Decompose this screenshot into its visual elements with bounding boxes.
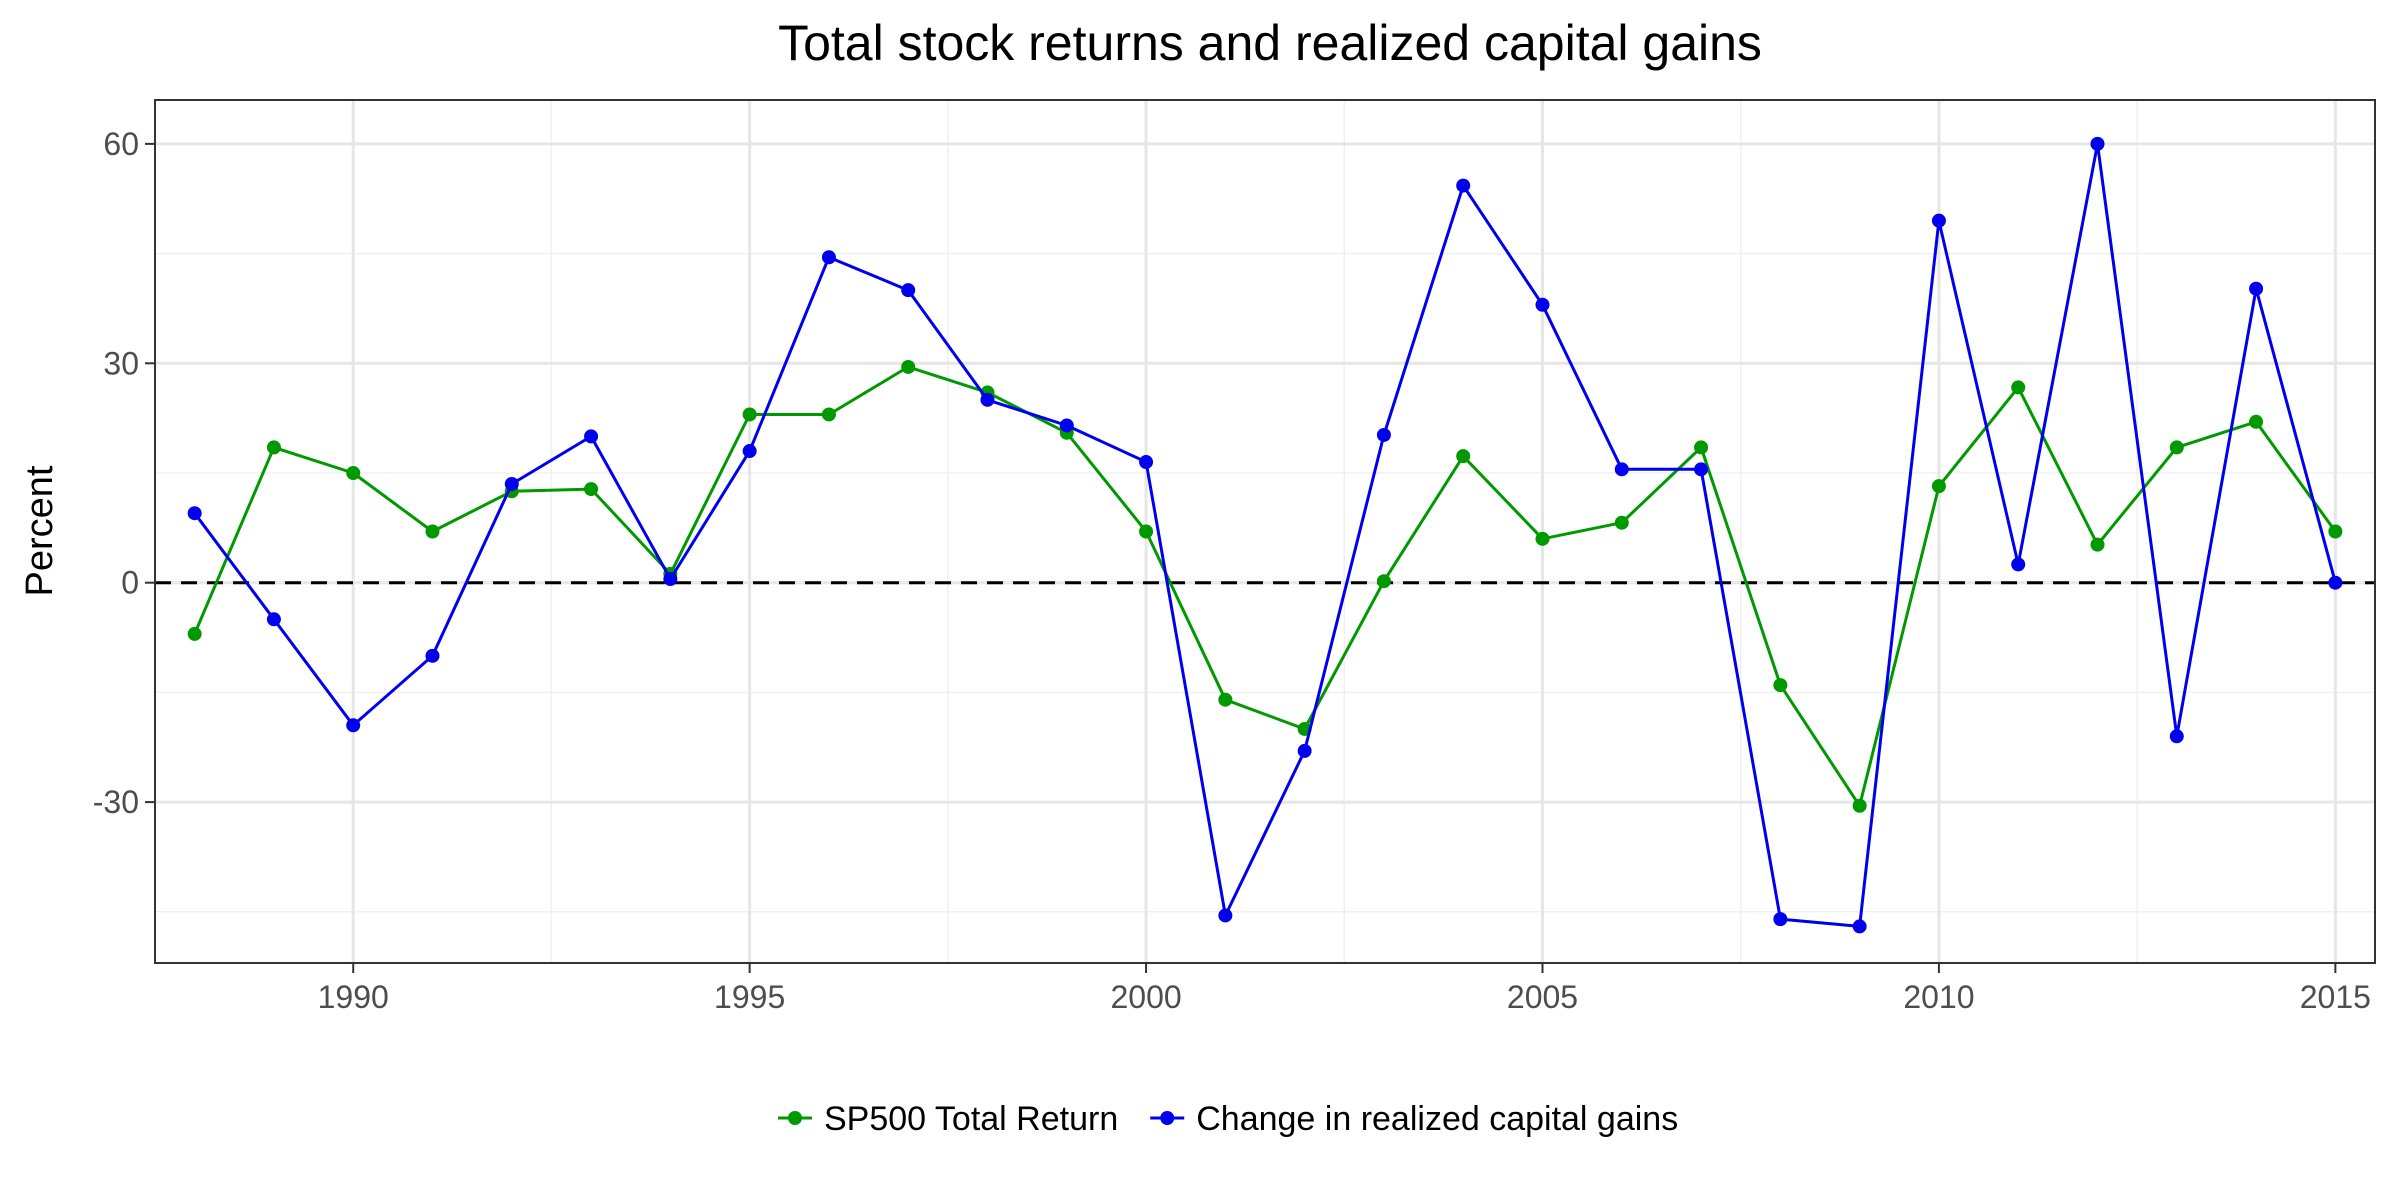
series-layer (187, 136, 2343, 934)
data-point (1218, 692, 1233, 707)
data-point (266, 612, 281, 627)
x-tick-label: 1995 (714, 979, 785, 1015)
x-tick-label: 2005 (1507, 979, 1578, 1015)
data-point (742, 407, 757, 422)
data-point (1059, 418, 1074, 433)
data-point (1535, 297, 1550, 312)
legend-label: Change in realized capital gains (1196, 1100, 1678, 1138)
y-tick-label: -30 (93, 784, 139, 820)
data-point (425, 648, 440, 663)
x-tick-label: 2000 (1110, 979, 1181, 1015)
legend-key-point (788, 1111, 802, 1125)
data-point (346, 718, 361, 733)
data-point (266, 440, 281, 455)
y-tick-label: 0 (121, 565, 139, 601)
data-point (2249, 414, 2264, 429)
series-line (193, 142, 2337, 928)
data-point (2169, 729, 2184, 744)
data-point (1456, 449, 1471, 464)
data-point (663, 572, 678, 587)
data-point (1376, 574, 1391, 589)
data-point (1614, 462, 1629, 477)
y-axis-label: Percent (19, 465, 61, 596)
data-point (1139, 524, 1154, 539)
data-point (1376, 427, 1391, 442)
data-point (346, 465, 361, 480)
data-point (2090, 537, 2105, 552)
chart-title: Total stock returns and realized capital… (778, 15, 1762, 71)
series-line (193, 365, 2337, 808)
data-point (2090, 136, 2105, 151)
legend-key-point (1160, 1111, 1175, 1125)
data-point (2328, 524, 2343, 539)
y-axis: -30 0 30 60 (93, 126, 155, 820)
data-point (1139, 455, 1154, 470)
plot-border (154, 99, 2376, 964)
data-point (584, 482, 599, 497)
data-point (1456, 178, 1471, 193)
data-point (1773, 912, 1788, 927)
data-point (1852, 798, 1867, 813)
data-point (584, 429, 599, 444)
data-point (2249, 281, 2264, 296)
data-point (1931, 213, 1946, 228)
y-tick-label: 60 (103, 126, 139, 162)
data-point (1931, 479, 1946, 494)
data-point (1694, 440, 1709, 455)
data-point (1852, 919, 1867, 934)
data-point (1297, 743, 1312, 758)
data-point (1694, 462, 1709, 477)
plot-panel (155, 100, 2375, 963)
data-point (425, 524, 440, 539)
x-tick-label: 2010 (1903, 979, 1974, 1015)
data-point (187, 626, 202, 641)
data-point (2169, 440, 2184, 455)
data-point (2328, 575, 2343, 590)
x-tick-label: 1990 (318, 979, 389, 1015)
series-1 (187, 359, 2343, 813)
data-point (821, 250, 836, 265)
data-point (742, 444, 757, 459)
data-point (2011, 380, 2026, 395)
data-point (1773, 678, 1788, 693)
x-tick-label: 2015 (2300, 979, 2371, 1015)
legend-item-1: SP500 Total Return (778, 1100, 1118, 1138)
data-point (980, 392, 995, 407)
data-point (1614, 515, 1629, 530)
legend-label: SP500 Total Return (824, 1100, 1118, 1138)
data-point (504, 476, 519, 491)
x-axis: 1990 1995 2000 2005 2010 2015 (318, 963, 2371, 1015)
legend-item-2: Change in realized capital gains (1150, 1100, 1678, 1138)
data-point (901, 359, 916, 374)
y-tick-label: 30 (103, 345, 139, 381)
data-point (2011, 557, 2026, 572)
legend: SP500 Total Return Change in realized cap… (778, 1100, 1678, 1138)
series-2 (187, 136, 2343, 934)
data-point (1218, 908, 1233, 923)
minor-gridlines (154, 100, 2375, 963)
data-point (901, 283, 916, 298)
data-point (821, 407, 836, 422)
data-point (1535, 531, 1550, 546)
data-point (187, 506, 202, 521)
